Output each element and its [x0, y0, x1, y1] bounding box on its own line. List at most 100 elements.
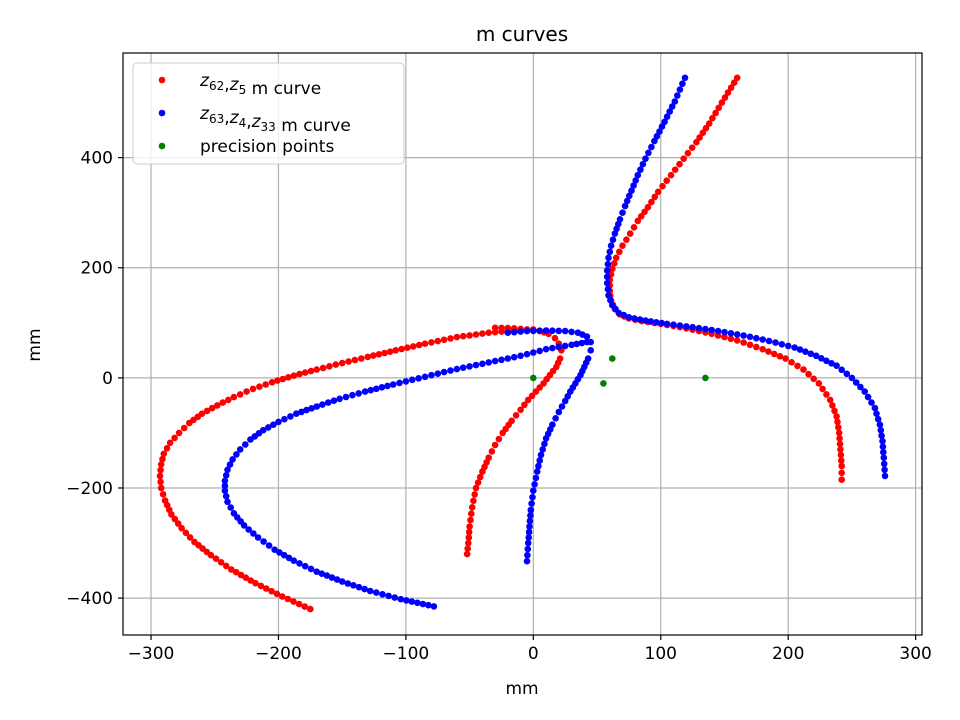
data-point [555, 327, 563, 335]
data-point [171, 434, 178, 442]
data-point [542, 345, 550, 353]
data-point [447, 335, 454, 342]
data-point [467, 516, 474, 524]
data-point [298, 408, 305, 416]
data-point [631, 315, 638, 322]
data-point [160, 450, 168, 458]
data-point [810, 375, 817, 383]
data-point [818, 355, 825, 362]
data-point [857, 383, 864, 391]
data-point [639, 160, 647, 168]
data-point [848, 374, 856, 382]
data-point [733, 74, 741, 82]
data-point [301, 562, 309, 570]
data-point [485, 329, 493, 337]
data-point [313, 403, 321, 410]
data-point [221, 477, 229, 485]
data-point [247, 577, 254, 584]
data-point [524, 545, 532, 553]
data-point [683, 323, 690, 330]
data-point [805, 370, 812, 378]
data-point [466, 332, 473, 339]
data-point [536, 347, 543, 355]
legend-entry: z63,z4,z33 m curve [199, 104, 351, 136]
chart-title: m curves [476, 22, 568, 46]
data-point [324, 399, 332, 406]
data-point [217, 559, 225, 566]
data-point [861, 388, 868, 395]
data-point [338, 359, 346, 367]
data-point [525, 528, 533, 536]
data-point [528, 500, 535, 507]
data-point [831, 407, 838, 415]
data-point [878, 432, 885, 440]
data-point [533, 468, 541, 475]
data-point [837, 446, 844, 453]
data-point [561, 342, 569, 350]
data-points [156, 74, 889, 613]
data-point [307, 605, 314, 613]
data-point [157, 461, 165, 468]
data-point [242, 441, 249, 448]
data-point [619, 242, 626, 249]
data-point [290, 557, 298, 564]
data-point [555, 408, 563, 416]
data-point [874, 415, 882, 423]
data-point [290, 598, 297, 605]
y-tick-label: −200 [66, 479, 113, 499]
data-point [250, 530, 257, 537]
data-point [367, 386, 375, 394]
data-point [236, 391, 244, 398]
data-point [587, 338, 594, 346]
data-point [802, 348, 809, 356]
data-point [530, 487, 537, 495]
data-point [636, 316, 644, 323]
data-point [721, 94, 729, 101]
x-tick-label: −300 [128, 644, 175, 664]
data-point [517, 328, 524, 335]
y-axis-label: mm [25, 328, 45, 361]
data-point [409, 376, 416, 384]
data-point [257, 582, 265, 590]
data-point [578, 339, 586, 347]
data-point [279, 593, 286, 600]
data-point [504, 324, 512, 332]
data-point [654, 188, 662, 196]
data-point [880, 454, 888, 462]
data-point [812, 352, 820, 360]
data-point [868, 399, 875, 406]
data-point [476, 473, 484, 481]
data-point [350, 582, 357, 589]
data-point [838, 462, 845, 470]
data-point [224, 466, 231, 474]
x-tick-label: 100 [645, 644, 677, 664]
legend-marker [158, 142, 166, 150]
data-point [523, 557, 531, 565]
data-point [794, 362, 801, 370]
data-point [784, 342, 792, 350]
data-point [498, 324, 505, 332]
data-point [648, 143, 655, 151]
data-point [344, 580, 352, 587]
data-point [536, 457, 543, 464]
series-precision-points [530, 355, 709, 387]
data-point [358, 355, 365, 362]
data-point [641, 208, 648, 216]
data-point [262, 585, 270, 592]
data-point [379, 591, 386, 598]
data-point [318, 570, 326, 577]
data-point [630, 224, 638, 231]
data-point [733, 331, 741, 338]
data-point [221, 482, 229, 490]
legend-box [132, 62, 405, 165]
data-point [708, 326, 715, 334]
data-point [558, 403, 566, 410]
data-point [709, 114, 716, 122]
data-point [604, 260, 612, 268]
data-point [166, 439, 174, 447]
data-point [171, 515, 179, 523]
data-point [721, 328, 728, 336]
data-point [236, 446, 244, 453]
data-point [203, 407, 211, 415]
data-point [815, 380, 823, 387]
